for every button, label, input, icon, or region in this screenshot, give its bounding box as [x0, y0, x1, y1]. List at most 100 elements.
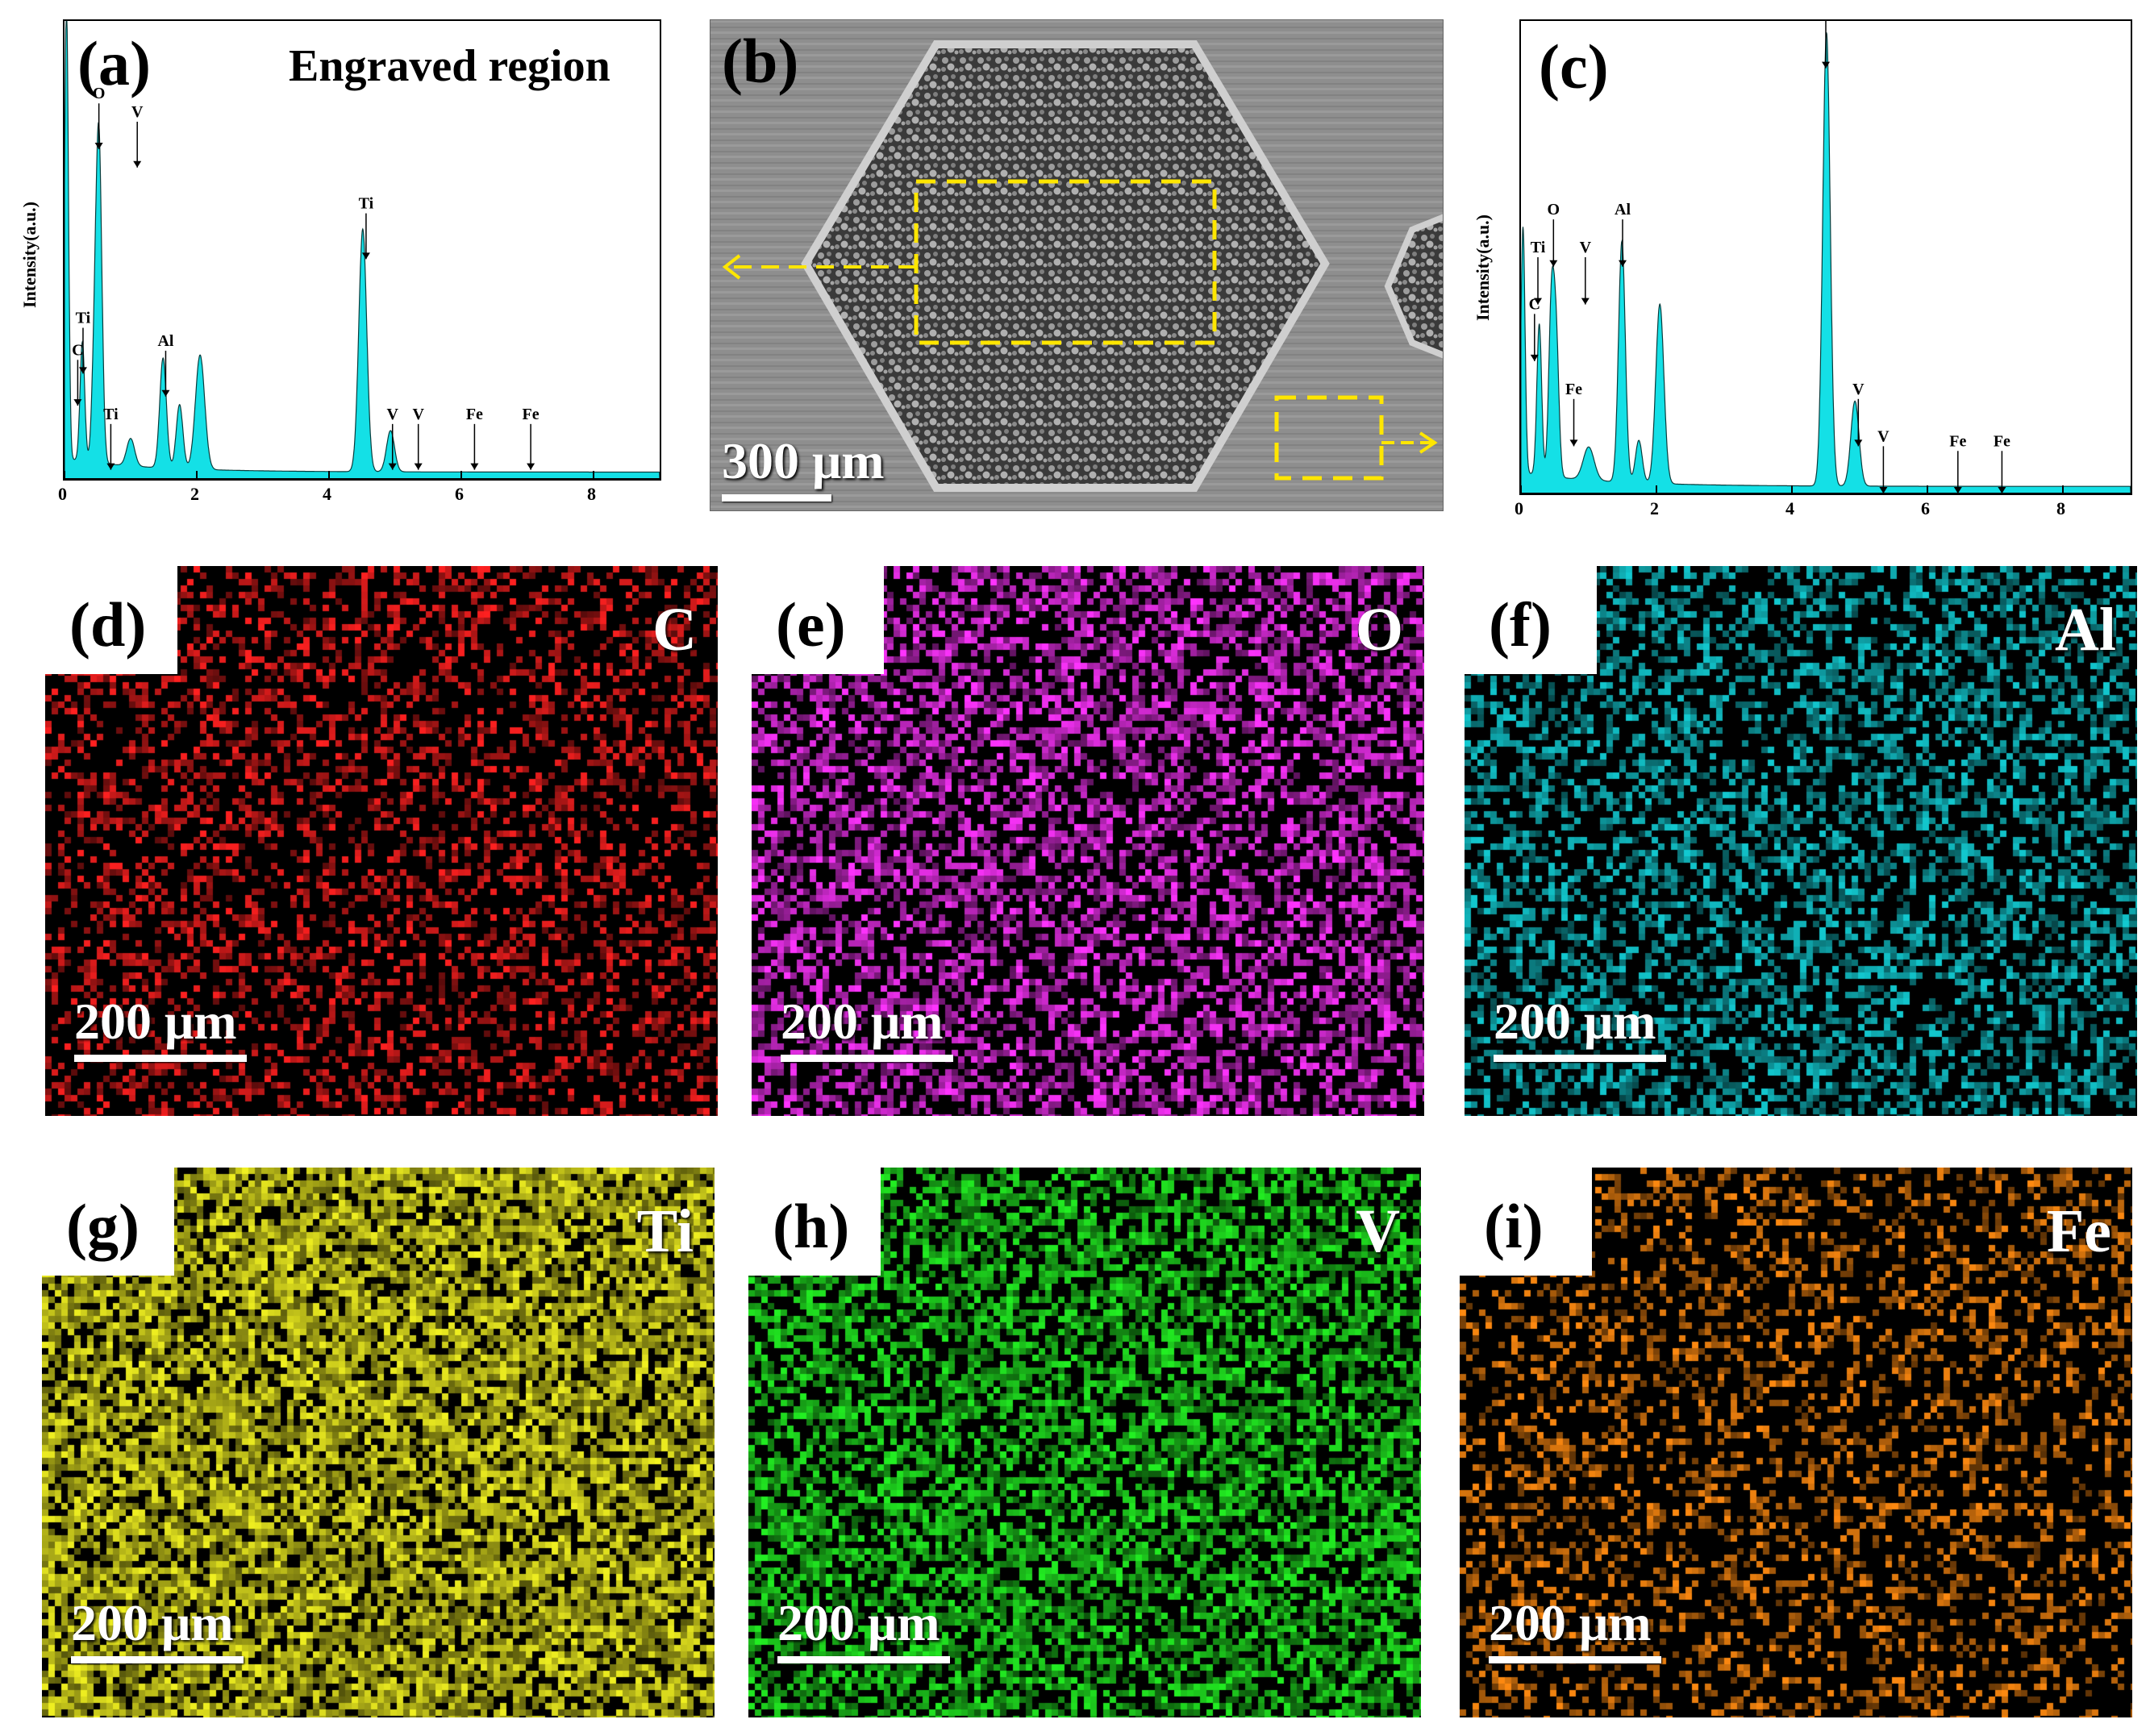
element-map-o: (e) O 200 μm — [752, 566, 1424, 1116]
scalebar-line — [71, 1656, 244, 1663]
peak-label: Fe — [523, 406, 540, 423]
peak-arrowhead — [1822, 61, 1830, 69]
element-map-c: (d) C 200 μm — [45, 566, 718, 1116]
chart-title-a: Engraved region — [289, 41, 610, 91]
element-symbol: Al — [2055, 596, 2116, 664]
x-tick-label: 8 — [2056, 498, 2065, 518]
element-symbol: V — [1356, 1197, 1400, 1265]
x-tick-label: 0 — [1515, 498, 1523, 518]
peak-arrowhead — [1581, 298, 1590, 305]
element-map-fe: (i) Fe 200 μm — [1460, 1168, 2132, 1717]
peak-arrowhead — [1879, 487, 1888, 493]
peak-arrowhead — [1569, 439, 1578, 447]
peak-label: Ti — [103, 406, 119, 423]
hexagon-crater — [801, 40, 1330, 492]
peak-label: V — [412, 406, 424, 423]
peak-arrowhead — [161, 389, 170, 397]
element-map-ti: (g) Ti 200 μm — [42, 1168, 715, 1717]
panel-label-b: (b) — [722, 26, 799, 96]
x-tick-label: 6 — [1921, 498, 1930, 518]
element-symbol: O — [1355, 596, 1403, 664]
peak-arrowhead — [361, 252, 370, 260]
x-tick-label: 4 — [323, 484, 331, 504]
scalebar-line — [781, 1055, 953, 1062]
scalebar-b-text: 300 μm — [722, 432, 885, 489]
panel-label-background — [1465, 566, 1597, 674]
scalebar: 200 μm — [1489, 1593, 1661, 1663]
peak-label: Al — [1615, 201, 1631, 219]
peak-label: O — [93, 85, 106, 102]
peak-arrowhead — [73, 399, 82, 406]
peak-arrowhead — [94, 143, 103, 150]
scalebar-line — [74, 1055, 247, 1062]
peak-arrowhead — [388, 463, 397, 470]
element-map-v: (h) V 200 μm — [748, 1168, 1421, 1717]
scalebar: 200 μm — [71, 1593, 244, 1663]
x-tick-label: 8 — [587, 484, 596, 504]
peak-arrowhead — [1953, 487, 1962, 493]
scalebar-b: 300 μm — [722, 431, 885, 502]
spectrum-c-plot: OTiVCFeAlTiVVFeFe — [1521, 21, 2131, 493]
peak-label: V — [1877, 427, 1890, 445]
panel-label: (e) — [776, 589, 846, 660]
engraved-region-box — [914, 179, 1217, 345]
peak-label: V — [1852, 381, 1865, 398]
peak-label: Fe — [1994, 432, 2010, 450]
sem-texture — [710, 20, 1443, 510]
peak-label: Al — [157, 332, 173, 350]
peak-label: Fe — [1949, 432, 1966, 450]
element-symbol: Fe — [2046, 1197, 2111, 1265]
x-tick-label: 0 — [58, 484, 67, 504]
panel-label-background — [45, 566, 177, 674]
panel-label: (g) — [66, 1191, 140, 1261]
peak-arrowhead — [1534, 298, 1542, 305]
panel-label-c: (c) — [1539, 31, 1609, 102]
spectrum-a: O V Ti C Ti Al Ti V V Fe Fe — [63, 19, 661, 481]
panel-label: (i) — [1484, 1191, 1544, 1261]
x-tick-label: 4 — [1785, 498, 1794, 518]
scalebar: 200 μm — [781, 992, 953, 1062]
panel-label: (h) — [773, 1191, 850, 1261]
scalebar-text: 200 μm — [1489, 1594, 1652, 1651]
sem-image: (b) 300 μm — [710, 19, 1444, 511]
peak-arrowhead — [1854, 439, 1863, 447]
element-symbol: Ti — [636, 1197, 694, 1265]
panel-label-background — [1460, 1168, 1592, 1276]
scalebar-line — [777, 1656, 950, 1663]
x-tick-label: 2 — [190, 484, 199, 504]
peak-arrowhead — [527, 463, 535, 470]
scalebar-line — [1494, 1055, 1666, 1062]
spectrum-area — [1521, 32, 2131, 493]
scalebar-text: 200 μm — [74, 993, 237, 1050]
scalebar-line — [1489, 1656, 1661, 1663]
scalebar-text: 200 μm — [71, 1594, 234, 1651]
peak-label: Ti — [1531, 239, 1546, 256]
peak-arrowhead — [78, 367, 87, 374]
x-tick-label: 2 — [1650, 498, 1659, 518]
peak-label: V — [386, 406, 398, 423]
peak-arrowhead — [1549, 260, 1558, 267]
panel-label-background — [752, 566, 884, 674]
panel-label-background — [42, 1168, 174, 1276]
y-axis-label-c: Intensity(a.u.) — [1473, 214, 1493, 321]
y-axis-label-a: Intensity(a.u.) — [19, 201, 40, 308]
peak-arrowhead — [106, 463, 115, 470]
peak-arrowhead — [133, 160, 142, 168]
scalebar-text: 200 μm — [1494, 993, 1656, 1050]
peak-label: V — [131, 103, 144, 121]
peak-label: Ti — [76, 310, 91, 327]
scalebar: 200 μm — [74, 992, 247, 1062]
panel-label-background — [748, 1168, 881, 1276]
scalebar-text: 200 μm — [781, 993, 944, 1050]
peak-label: Fe — [466, 406, 483, 423]
scalebar: 200 μm — [777, 1593, 950, 1663]
peak-label: V — [1580, 239, 1592, 256]
peak-arrowhead — [1998, 487, 2006, 493]
x-tick-label: 6 — [455, 484, 464, 504]
peak-arrowhead — [1619, 260, 1627, 267]
peak-label: O — [1548, 201, 1560, 219]
element-map-al: (f) Al 200 μm — [1465, 566, 2137, 1116]
panel-label: (d) — [69, 589, 147, 660]
peak-label: C — [72, 341, 83, 359]
